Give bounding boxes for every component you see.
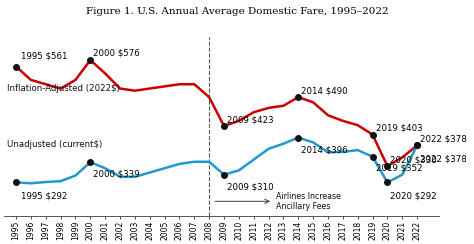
Text: Unadjusted (current$): Unadjusted (current$) <box>7 140 102 149</box>
Text: Figure 1. U.S. Annual Average Domestic Fare, 1995–2022: Figure 1. U.S. Annual Average Domestic F… <box>86 7 388 16</box>
Text: Inflation-Adjusted (2022$): Inflation-Adjusted (2022$) <box>7 84 120 93</box>
Text: Airlines Increase
Ancillary Fees: Airlines Increase Ancillary Fees <box>215 192 341 211</box>
Text: 2022 $378: 2022 $378 <box>420 135 467 144</box>
Text: 1995 $292: 1995 $292 <box>20 191 67 200</box>
Text: 1995 $561: 1995 $561 <box>20 51 67 61</box>
Text: 2019 $403: 2019 $403 <box>375 124 422 133</box>
Text: 2009 $423: 2009 $423 <box>227 115 273 124</box>
Text: 2000 $339: 2000 $339 <box>93 170 140 179</box>
Text: 2014 $396: 2014 $396 <box>301 145 348 154</box>
Text: 2009 $310: 2009 $310 <box>227 183 273 192</box>
Text: 2019 $352: 2019 $352 <box>375 164 422 173</box>
Text: 2020 $292: 2020 $292 <box>391 191 437 200</box>
Text: 2014 $490: 2014 $490 <box>301 86 348 95</box>
Text: 2020 $330: 2020 $330 <box>391 155 437 164</box>
Text: 2000 $576: 2000 $576 <box>93 49 140 58</box>
Text: 2022 $378: 2022 $378 <box>420 154 467 163</box>
